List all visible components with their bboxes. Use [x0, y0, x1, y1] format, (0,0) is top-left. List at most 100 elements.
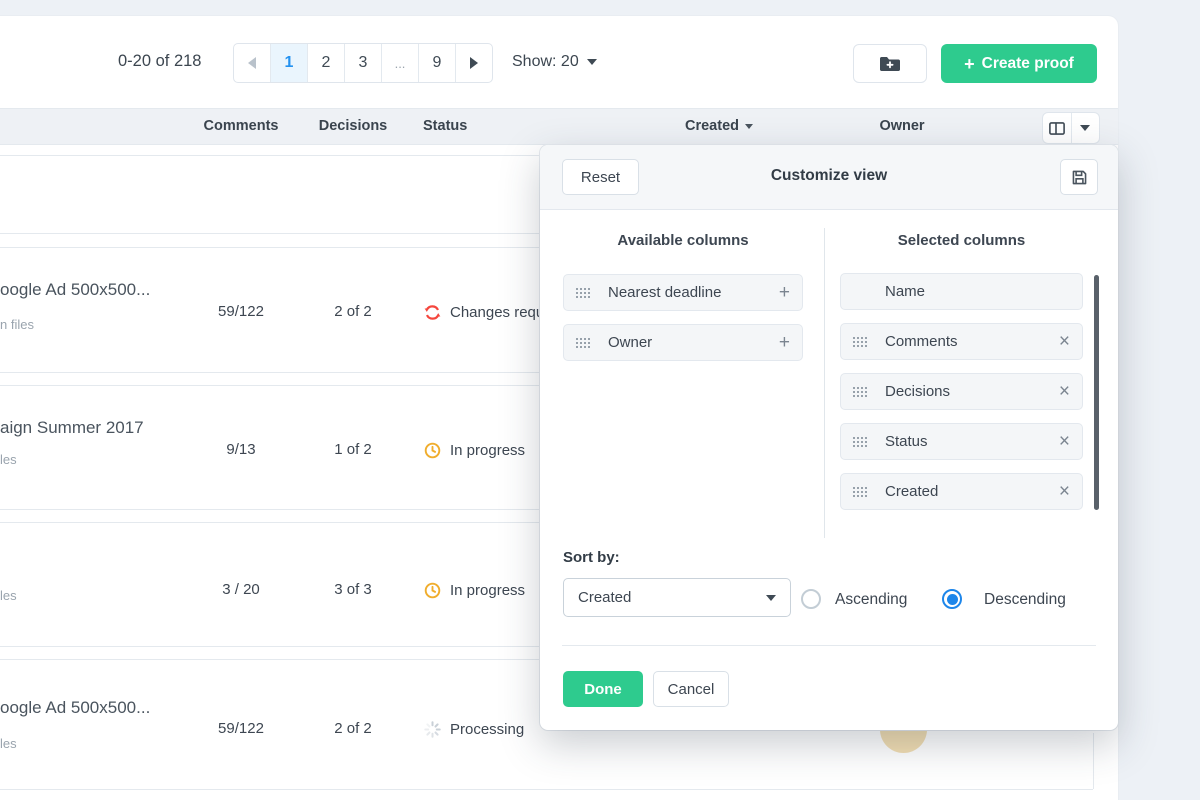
customize-view-panel: Reset Customize view Available columns S… — [540, 145, 1118, 730]
table-header: Comments Decisions Status Created Owner — [0, 108, 1118, 145]
status-text: In progress — [450, 442, 526, 459]
in-progress-clock-icon — [424, 442, 441, 459]
proof-title[interactable]: oogle Ad 500x500... — [0, 698, 151, 717]
sort-by-label: Sort by: — [563, 549, 620, 566]
sort-by-dropdown[interactable]: Created — [563, 578, 791, 617]
folder-plus-icon — [880, 56, 900, 71]
reset-button[interactable]: Reset — [562, 159, 639, 195]
column-item-label: Nearest deadline — [608, 284, 722, 301]
column-header-status[interactable]: Status — [423, 118, 468, 134]
changes-requested-icon — [424, 305, 441, 320]
drag-handle-icon[interactable] — [853, 386, 867, 397]
show-per-page-label: Show: 20 — [512, 53, 579, 70]
descending-label[interactable]: Descending — [984, 591, 1066, 608]
column-header-decisions[interactable]: Decisions — [318, 118, 388, 134]
proof-subtitle: les — [0, 588, 17, 603]
selected-column-item[interactable]: Status × — [840, 423, 1083, 460]
ascending-label[interactable]: Ascending — [835, 591, 908, 608]
decisions-count: 1 of 2 — [334, 441, 372, 458]
selected-column-item[interactable]: Created × — [840, 473, 1083, 510]
pagination: 1 2 3 ... 9 — [233, 43, 493, 83]
selected-column-item[interactable]: Decisions × — [840, 373, 1083, 410]
panel-footer-divider — [562, 645, 1096, 646]
comments-count: 3 / 20 — [222, 581, 260, 598]
sort-arrow-icon — [745, 123, 753, 129]
selected-column-item-fixed: Name — [840, 273, 1083, 310]
chevron-left-icon — [248, 57, 256, 69]
column-item-label: Status — [885, 433, 928, 450]
columns-toggle[interactable] — [1043, 113, 1071, 143]
proof-title[interactable]: aign Summer 2017 — [0, 418, 144, 437]
pagination-range: 0-20 of 218 — [118, 52, 202, 70]
column-lists-divider — [824, 228, 825, 538]
drag-handle-icon[interactable] — [576, 337, 590, 348]
selected-columns-scrollbar[interactable] — [1094, 275, 1099, 510]
column-header-created[interactable]: Created — [685, 118, 753, 134]
sort-by-value: Created — [578, 589, 632, 606]
page-button-9[interactable]: 9 — [418, 44, 455, 82]
new-folder-button[interactable] — [853, 44, 927, 83]
status-text: In progress — [450, 582, 526, 599]
drag-handle-icon[interactable] — [853, 336, 867, 347]
columns-icon — [1048, 121, 1065, 135]
page-button-3[interactable]: 3 — [344, 44, 381, 82]
proof-subtitle: n files — [0, 317, 34, 332]
drag-handle-icon[interactable] — [853, 436, 867, 447]
row-divider — [0, 789, 1093, 790]
customize-columns-button[interactable] — [1042, 112, 1100, 144]
selected-column-item[interactable]: Comments × — [840, 323, 1083, 360]
columns-menu-toggle[interactable] — [1070, 113, 1100, 143]
status-text: Processing — [450, 721, 525, 738]
add-column-icon[interactable]: + — [778, 332, 790, 353]
prev-page-button[interactable] — [234, 44, 270, 82]
drag-handle-icon[interactable] — [576, 287, 590, 298]
column-item-label: Owner — [608, 334, 653, 351]
ascending-radio[interactable] — [801, 589, 821, 609]
column-item-label: Created — [885, 483, 939, 500]
column-header-created-label: Created — [685, 118, 739, 134]
save-floppy-icon — [1072, 170, 1086, 184]
chevron-down-icon — [586, 59, 597, 65]
plus-icon: + — [964, 53, 975, 74]
cancel-button[interactable]: Cancel — [653, 671, 729, 707]
selected-columns-heading: Selected columns — [897, 232, 1026, 249]
comments-count: 59/122 — [218, 720, 264, 737]
remove-column-icon[interactable]: × — [1058, 331, 1070, 352]
proof-subtitle: les — [0, 736, 17, 751]
remove-column-icon[interactable]: × — [1058, 481, 1070, 502]
remove-column-icon[interactable]: × — [1058, 431, 1070, 452]
row-card-edge — [1093, 733, 1094, 789]
in-progress-clock-icon — [424, 582, 441, 599]
available-columns-heading: Available columns — [617, 232, 749, 249]
next-page-button[interactable] — [455, 44, 492, 82]
save-view-button[interactable] — [1060, 159, 1098, 195]
chevron-down-icon — [1080, 125, 1091, 131]
add-column-icon[interactable]: + — [778, 282, 790, 303]
decisions-count: 2 of 2 — [334, 303, 372, 320]
decisions-count: 2 of 2 — [334, 720, 372, 737]
drag-handle-icon[interactable] — [853, 486, 867, 497]
create-proof-label: Create proof — [981, 54, 1074, 72]
proof-title[interactable]: oogle Ad 500x500... — [0, 280, 151, 299]
column-item-label: Decisions — [885, 383, 951, 400]
chevron-right-icon — [470, 57, 478, 69]
remove-column-icon[interactable]: × — [1058, 381, 1070, 402]
show-per-page-dropdown[interactable]: Show: 20 — [512, 53, 597, 71]
available-column-item[interactable]: Owner + — [563, 324, 803, 361]
column-item-label: Comments — [885, 333, 958, 350]
create-proof-button[interactable]: + Create proof — [941, 44, 1097, 83]
column-header-owner[interactable]: Owner — [879, 118, 925, 134]
panel-title: Customize view — [770, 167, 888, 184]
page-button-1[interactable]: 1 — [270, 44, 307, 82]
descending-radio[interactable] — [942, 589, 962, 609]
proof-subtitle: les — [0, 452, 17, 467]
page-button-2[interactable]: 2 — [307, 44, 344, 82]
processing-spinner-icon — [424, 721, 441, 738]
decisions-count: 3 of 3 — [334, 581, 372, 598]
comments-count: 9/13 — [226, 441, 256, 458]
column-header-comments[interactable]: Comments — [203, 118, 279, 134]
available-column-item[interactable]: Nearest deadline + — [563, 274, 803, 311]
done-button[interactable]: Done — [563, 671, 643, 707]
comments-count: 59/122 — [218, 303, 264, 320]
